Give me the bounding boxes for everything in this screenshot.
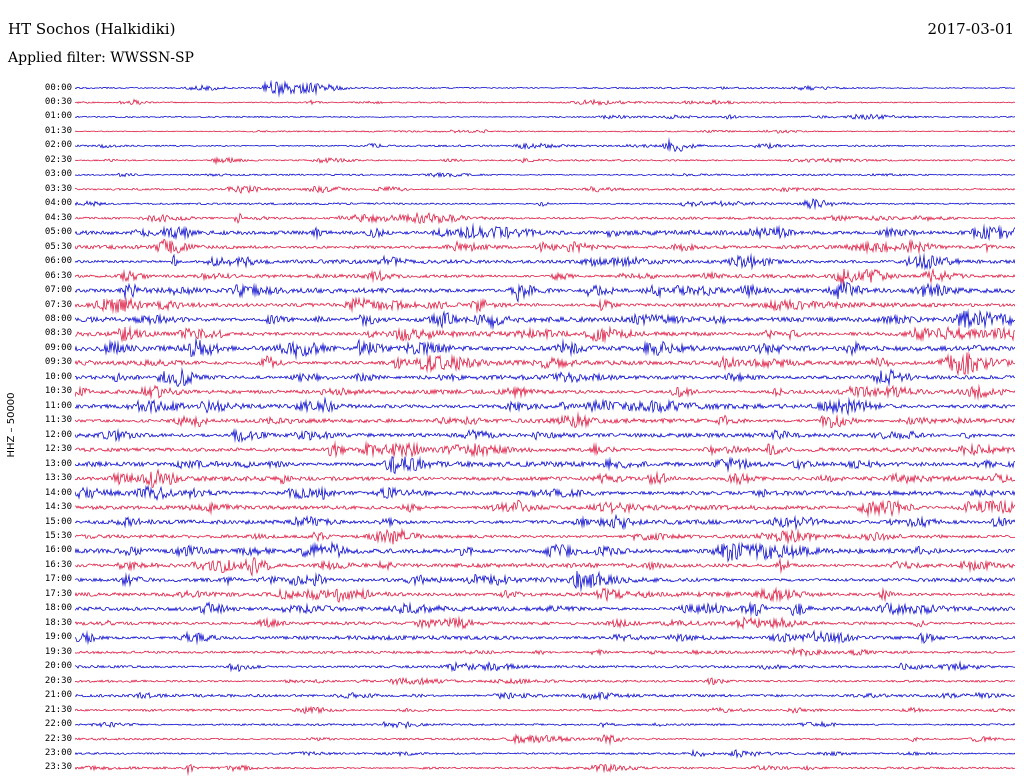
time-label: 02:00 <box>44 140 72 151</box>
date-label: 2017-03-01 <box>927 20 1014 38</box>
time-label: 08:00 <box>44 313 72 324</box>
time-label: 13:30 <box>44 473 72 484</box>
time-label: 01:30 <box>44 125 72 136</box>
time-label: 17:00 <box>44 574 72 585</box>
time-label: 17:30 <box>44 588 72 599</box>
time-label: 04:30 <box>44 212 72 223</box>
time-label: 10:00 <box>44 371 72 382</box>
time-label: 09:00 <box>44 342 72 353</box>
time-label: 12:30 <box>44 444 72 455</box>
time-label: 00:00 <box>44 82 72 93</box>
time-label: 05:00 <box>44 227 72 238</box>
time-label: 18:30 <box>44 617 72 628</box>
time-label: 03:00 <box>44 169 72 180</box>
time-label: 19:30 <box>44 646 72 657</box>
time-axis: 00:00 00:30 01:00 01:30 02:00 02:30 03:00 03:30… <box>0 0 74 780</box>
time-label: 02:30 <box>44 154 72 165</box>
time-label: 01:00 <box>44 111 72 122</box>
time-label: 12:00 <box>44 429 72 440</box>
time-label: 14:30 <box>44 502 72 513</box>
time-label: 00:30 <box>44 96 72 107</box>
time-label: 05:30 <box>44 241 72 252</box>
time-label: 10:30 <box>44 386 72 397</box>
time-label: 22:00 <box>44 719 72 730</box>
time-label: 04:00 <box>44 198 72 209</box>
time-label: 11:00 <box>44 400 72 411</box>
station-title: HT Sochos (Halkidiki) <box>8 20 176 38</box>
time-label: 19:00 <box>44 632 72 643</box>
time-label: 22:30 <box>44 733 72 744</box>
time-label: 23:30 <box>44 762 72 773</box>
time-label: 20:30 <box>44 675 72 686</box>
time-label: 21:00 <box>44 690 72 701</box>
time-label: 15:00 <box>44 516 72 527</box>
time-label: 11:30 <box>44 415 72 426</box>
time-label: 06:30 <box>44 270 72 281</box>
time-label: 09:30 <box>44 357 72 368</box>
time-label: 07:00 <box>44 285 72 296</box>
time-label: 03:30 <box>44 183 72 194</box>
time-label: 18:00 <box>44 603 72 614</box>
time-label: 23:00 <box>44 748 72 759</box>
time-label: 16:30 <box>44 559 72 570</box>
time-label: 20:00 <box>44 661 72 672</box>
filter-label: Applied filter: WWSSN-SP <box>8 50 194 66</box>
time-label: 15:30 <box>44 531 72 541</box>
time-label: 13:00 <box>44 458 72 469</box>
time-label: 14:00 <box>44 487 72 498</box>
time-label: 21:30 <box>44 704 72 715</box>
time-label: 16:00 <box>44 545 72 556</box>
time-label: 07:30 <box>44 299 72 310</box>
helicorder-canvas <box>75 80 1015 780</box>
time-label: 06:00 <box>44 256 72 267</box>
time-label: 08:30 <box>44 328 72 339</box>
